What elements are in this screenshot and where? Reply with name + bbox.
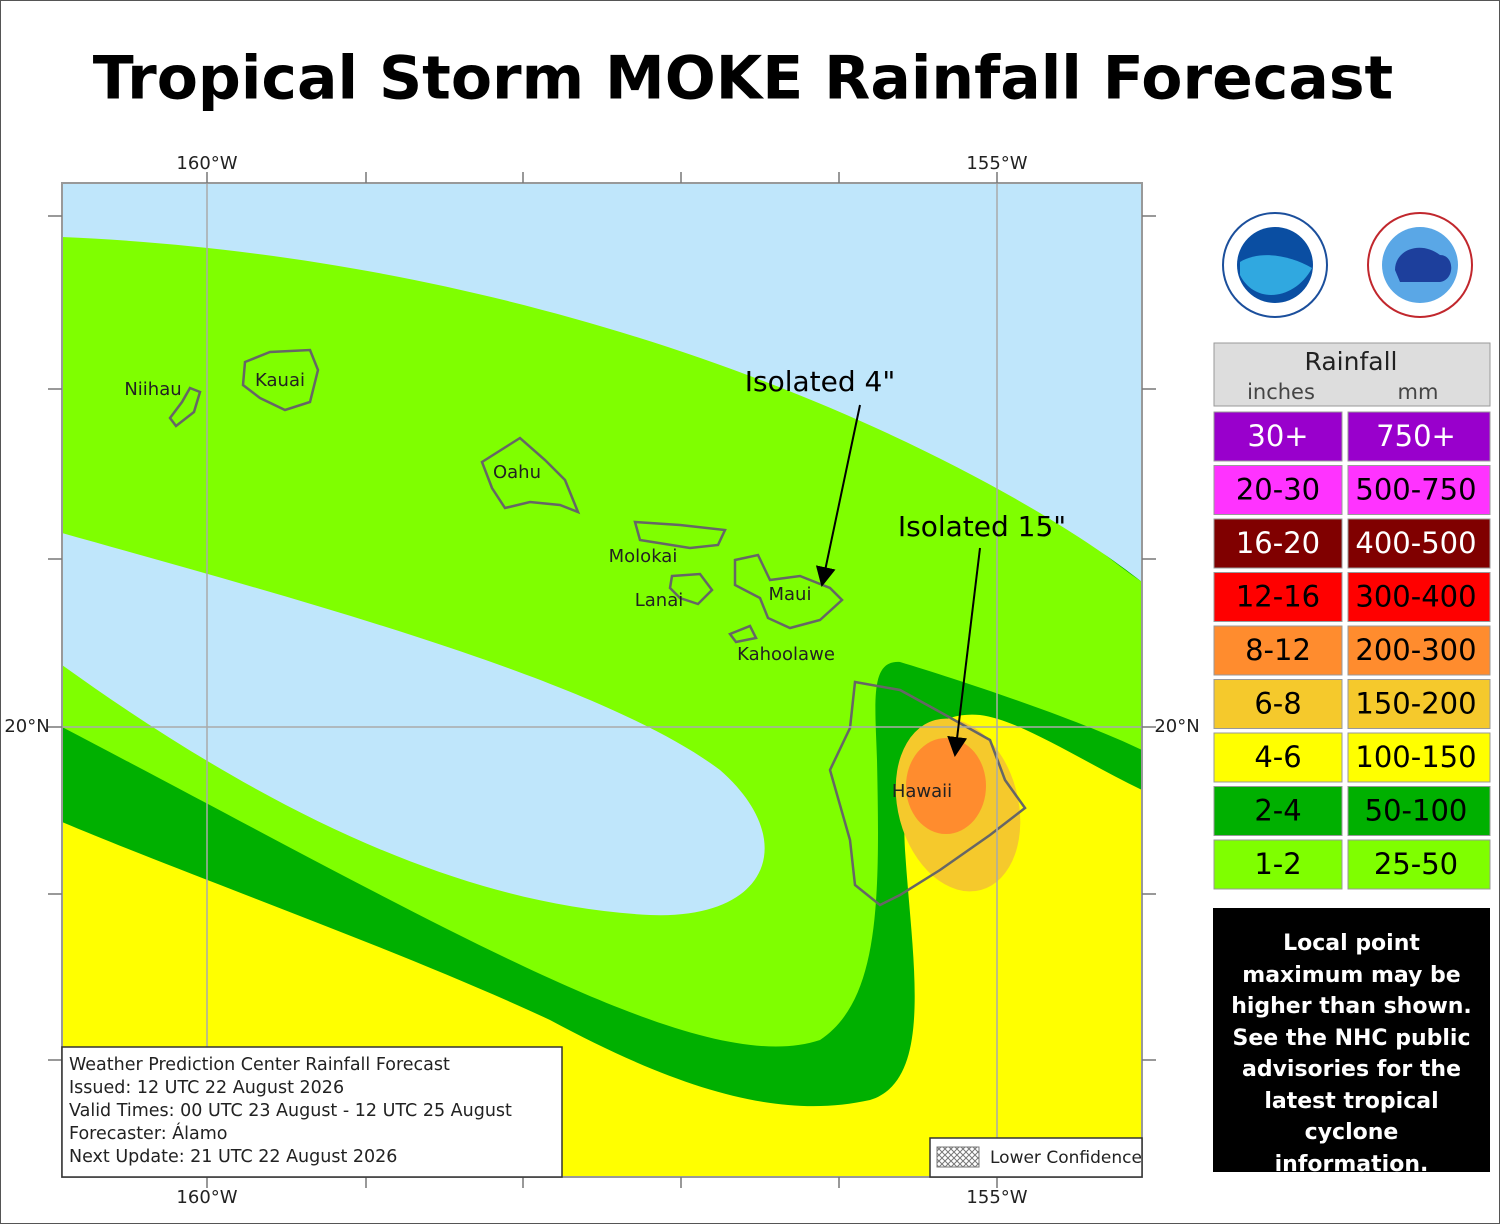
legend-swatch: [1347, 572, 1491, 622]
legend-swatch: [1213, 839, 1343, 890]
kauai-outline: [241, 348, 320, 412]
molokai-outline: [633, 520, 727, 550]
legend-inches: 4-6: [1254, 740, 1301, 774]
legend-inches: 8-12: [1245, 633, 1311, 667]
lon-label: 160°W: [176, 1187, 237, 1208]
logo-wave: [1240, 255, 1312, 295]
legend-swatch: [1347, 411, 1491, 462]
legend-swatch: [1347, 679, 1491, 729]
island-label: Kahoolawe: [737, 644, 835, 665]
annotation: Isolated 4": [745, 365, 896, 398]
legend-mm: 150-200: [1355, 687, 1476, 721]
legend-inches: 20-30: [1236, 473, 1320, 507]
island-label: Niihau: [124, 379, 181, 400]
lon-label: 155°W: [966, 1187, 1027, 1208]
legend-swatch: [1213, 679, 1343, 729]
info-line: Forecaster: Álamo: [69, 1122, 227, 1144]
kahoolawe-outline: [728, 624, 758, 644]
legend-swatch: [1347, 465, 1491, 515]
island-outlines: [168, 348, 1027, 907]
legend-swatch: [1213, 411, 1343, 462]
legend-unit: inches: [1247, 380, 1315, 404]
lanai-outline: [668, 572, 714, 606]
island-labels: Niihau Kauai Oahu Molokai Lanai Maui Kah…: [124, 370, 952, 802]
lat-label: 20°N: [1154, 716, 1199, 737]
lat-label: 20°N: [4, 716, 49, 737]
tick-marks: [48, 172, 1156, 1188]
legend-swatch: [1347, 518, 1491, 569]
legend-swatch: [1347, 732, 1491, 783]
noaa-logo: [1222, 212, 1328, 318]
legend-mm: 300-400: [1355, 580, 1476, 614]
legend-inches: 16-20: [1236, 526, 1320, 560]
legend-swatch: [1213, 732, 1343, 783]
island-label: Hawaii: [892, 781, 952, 802]
legend-swatch: [1213, 625, 1343, 676]
legend-mm: 50-100: [1365, 794, 1468, 828]
info-line: Weather Prediction Center Rainfall Forec…: [69, 1055, 450, 1075]
annotation-arrow: [947, 547, 981, 757]
niihau-outline: [168, 386, 202, 428]
legend-mm: 100-150: [1355, 740, 1476, 774]
info-line: Next Update: 21 UTC 22 August 2026: [69, 1147, 397, 1167]
info-line: Issued: 12 UTC 22 August 2026: [69, 1078, 344, 1098]
field-1-2: [62, 236, 1142, 1047]
field-below-1: [62, 183, 1142, 582]
logo-cloud: [1395, 247, 1452, 282]
legend-swatch: [1347, 786, 1491, 836]
legend-swatch: [1213, 786, 1343, 836]
maui-outline: [733, 553, 844, 630]
legend-inches: 6-8: [1254, 687, 1301, 721]
graticule: [62, 183, 1142, 1177]
island-label: Lanai: [635, 590, 684, 611]
lon-label: 155°W: [966, 153, 1027, 174]
title: Tropical Storm MOKE Rainfall Forecast: [93, 44, 1393, 114]
annotation-arrow: [815, 404, 861, 587]
island-label: Kauai: [255, 370, 305, 391]
info-box: [61, 1046, 563, 1178]
legend-swatch: [1347, 839, 1491, 890]
info-line: Valid Times: 00 UTC 23 August - 12 UTC 2…: [69, 1101, 512, 1121]
legend: Rainfall inches mm 30+ 750+ 20-30 500-750 16…: [1213, 342, 1491, 890]
legend-mm: 750+: [1376, 419, 1456, 453]
hawaii-outline: [828, 680, 1027, 907]
legend-inches: 1-2: [1254, 847, 1301, 881]
legend-mm: 25-50: [1374, 847, 1458, 881]
legend-swatch: [1347, 625, 1491, 676]
legend-inches: 12-16: [1236, 580, 1320, 614]
legend-swatch: [1213, 465, 1343, 515]
island-label: Molokai: [609, 546, 678, 567]
island-label: Oahu: [493, 462, 541, 483]
oahu-outline: [480, 436, 581, 515]
legend-inches: 30+: [1247, 419, 1308, 453]
legend-mm: 200-300: [1355, 633, 1476, 667]
island-label: Maui: [769, 584, 812, 605]
legend-swatch: [1213, 572, 1343, 622]
legend-unit: mm: [1398, 380, 1439, 404]
info-lines: Weather Prediction Center Rainfall Forec…: [69, 1055, 512, 1167]
legend-header: [1213, 342, 1491, 407]
annotation: Isolated 15": [898, 510, 1066, 543]
legend-title: Rainfall: [1305, 347, 1398, 376]
nws-logo: [1367, 212, 1473, 318]
legend-swatch: [1213, 518, 1343, 569]
map-border: [61, 182, 1143, 1178]
axis-labels: 160°W 155°W 160°W 155°W 20°N 20°N: [4, 153, 1199, 1208]
confidence-label: Lower Confidence: [990, 1148, 1142, 1168]
rain-fields: [62, 183, 1142, 1177]
hatch-swatch: [936, 1146, 980, 1168]
field-below-1: [62, 533, 765, 916]
advisory-note: Local point maximum may be higher than s…: [1213, 908, 1490, 1177]
legend-mm: 500-750: [1355, 473, 1476, 507]
legend-inches: 2-4: [1254, 794, 1301, 828]
legend-mm: 400-500: [1355, 526, 1476, 560]
field-8-12: [906, 738, 986, 834]
lon-label: 160°W: [176, 153, 237, 174]
